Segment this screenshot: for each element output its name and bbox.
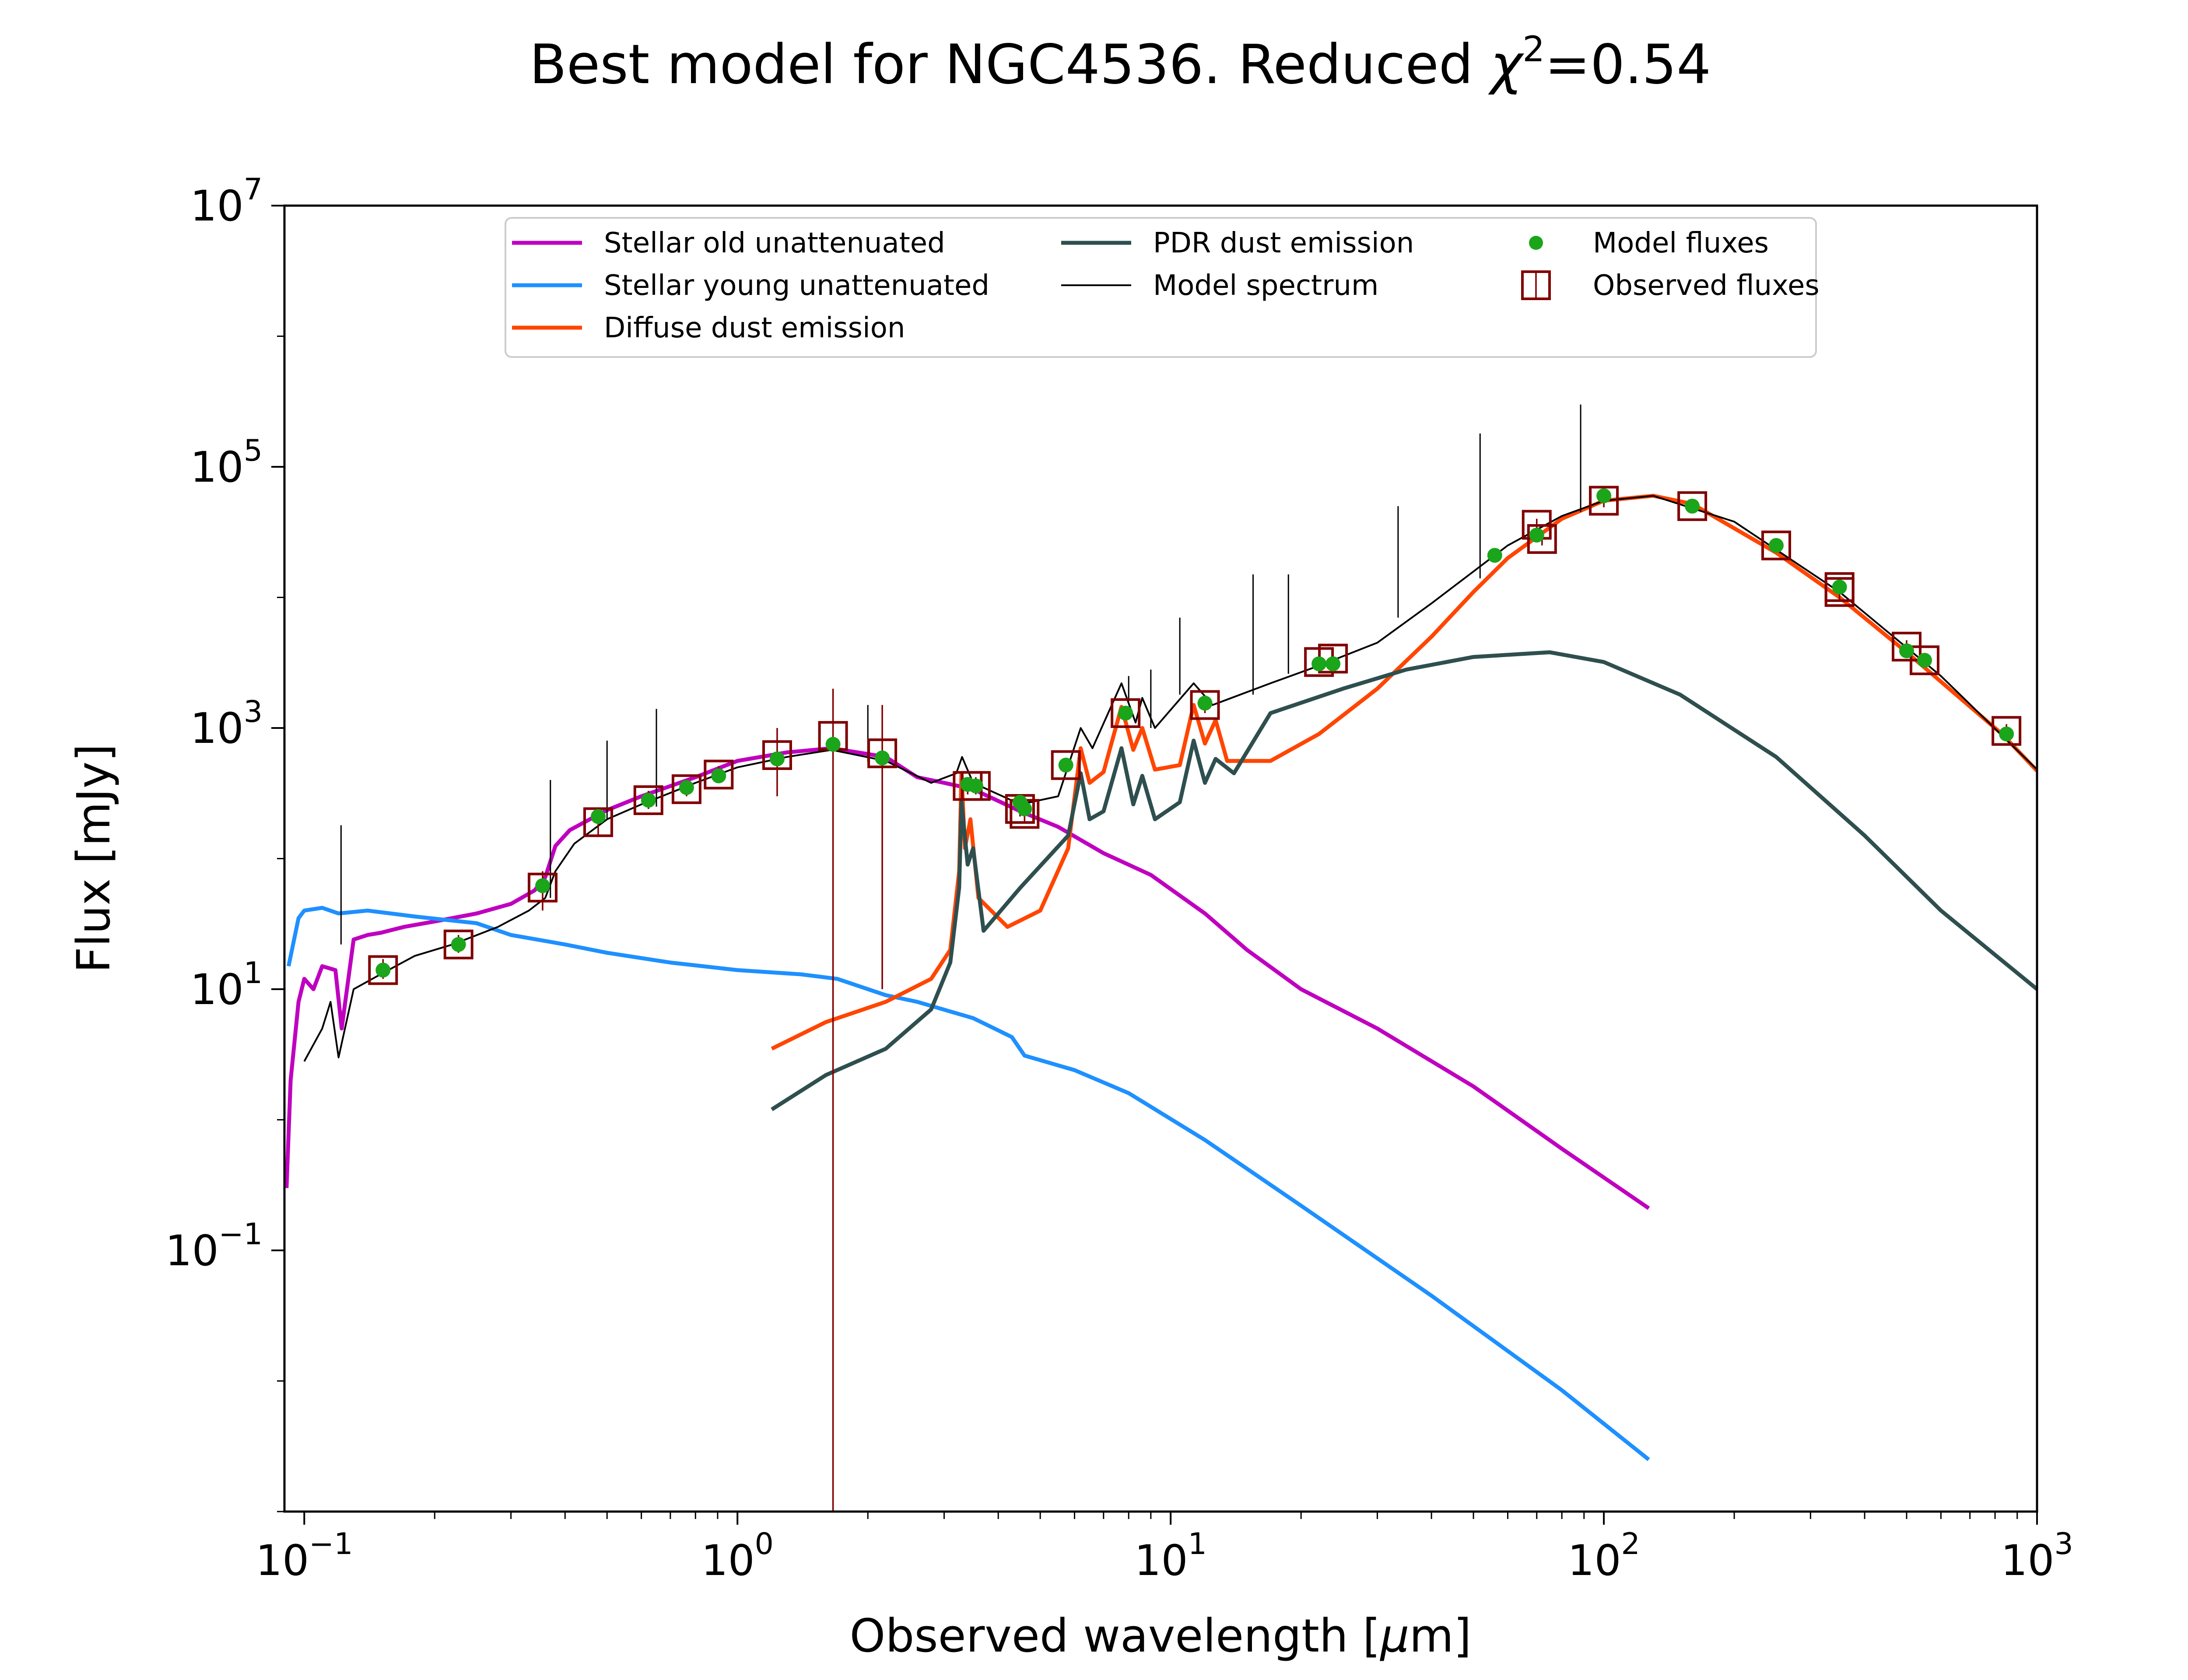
model-flux-point <box>769 751 785 766</box>
y-tick-label: 101 <box>190 956 263 1014</box>
legend-item-model-fluxes: Model fluxes <box>1529 227 1769 259</box>
x-tick-label: 101 <box>1134 1527 1206 1585</box>
y-tick-label: 10−1 <box>165 1217 263 1275</box>
observed-flux-point <box>1589 486 1619 516</box>
x-tick-label: 10−1 <box>256 1527 353 1585</box>
observed-flux-point <box>1824 577 1855 607</box>
legend-label: Model spectrum <box>1153 270 1378 302</box>
legend-box <box>505 217 1817 358</box>
x-axis-label-symbol: μ <box>1379 1609 1409 1662</box>
legend: Stellar old unattenuated Stellar young un… <box>505 217 1820 358</box>
observed-flux-point <box>1909 645 1939 676</box>
y-tick-label: 103 <box>190 695 263 753</box>
model-flux-point <box>1197 696 1213 711</box>
legend-label: Stellar old unattenuated <box>604 227 945 259</box>
legend-item-diffuse-dust-emission: Diffuse dust emission <box>512 312 905 344</box>
legend-swatch <box>1521 270 1551 300</box>
observed-flux-point <box>1051 750 1081 780</box>
observed-flux-point <box>704 760 734 790</box>
y-tick-label: 105 <box>190 434 263 492</box>
observed-flux-point <box>1992 716 2022 746</box>
chart-title: Best model for NGC4536. Reduced χ2=0.54 <box>529 29 1711 96</box>
x-tick-label: 103 <box>2001 1527 2073 1585</box>
observed-flux-point <box>443 929 473 959</box>
model-flux-point <box>825 737 841 752</box>
observed-flux-point <box>583 807 613 837</box>
model-flux-point <box>1058 757 1073 773</box>
legend-item-stellar-young-unattenuated: Stellar young unattenuated <box>512 270 989 302</box>
observed-flux-point <box>633 785 663 816</box>
y-tick-label: 107 <box>190 172 263 231</box>
x-axis-label: Observed wavelength [μm] <box>850 1609 1472 1662</box>
observed-flux-point <box>1677 491 1708 521</box>
y-axis-label: Flux [mJy] <box>67 744 120 973</box>
model-flux-point <box>1999 726 2014 742</box>
legend-label: Model fluxes <box>1593 227 1769 259</box>
model-flux-point <box>375 962 391 978</box>
model-flux-point <box>1529 528 1544 543</box>
legend-label: Stellar young unattenuated <box>604 270 989 302</box>
legend-swatch <box>1529 236 1543 250</box>
legend-label: Diffuse dust emission <box>604 312 905 344</box>
legend-item-pdr-dust-emission: PDR dust emission <box>1061 227 1414 259</box>
observed-flux-point <box>671 774 701 804</box>
observed-flux-point <box>527 872 558 903</box>
observed-flux-point <box>1527 524 1557 554</box>
model-flux-point <box>1769 538 1784 553</box>
model-flux-point <box>1017 802 1032 817</box>
observed-flux-point <box>1111 698 1141 728</box>
model-flux-point <box>590 809 606 824</box>
series-line-pdr-dust-emission <box>771 650 2037 1111</box>
observed-flux-point <box>867 738 898 768</box>
legend-item-stellar-old-unattenuated: Stellar old unattenuated <box>512 227 945 259</box>
model-flux-point <box>1832 579 1847 595</box>
chart-title-superscript: 2 <box>1522 29 1545 70</box>
model-flux-point <box>679 780 694 795</box>
x-tick-label: 100 <box>701 1527 774 1585</box>
x-tick-label: 102 <box>1567 1527 1640 1585</box>
legend-item-observed-fluxes: Observed fluxes <box>1521 270 1820 302</box>
observed-flux-point <box>762 740 792 770</box>
x-axis-label-suffix: m] <box>1410 1609 1472 1662</box>
legend-label: PDR dust emission <box>1153 227 1414 259</box>
series-line-stellar-young-unattenuated <box>286 906 1650 1461</box>
model-flux-point <box>641 793 656 808</box>
series-line-model-spectrum <box>303 495 2037 1062</box>
model-flux-point <box>535 878 550 893</box>
observed-flux-point <box>1761 530 1792 560</box>
plot-area <box>284 404 2037 1512</box>
legend-label: Observed fluxes <box>1593 270 1820 302</box>
observed-flux-point <box>1190 690 1220 720</box>
model-flux-point <box>1311 656 1327 672</box>
chart-title-symbol: χ <box>1488 33 1525 96</box>
model-flux-point <box>1118 705 1133 721</box>
chart-title-suffix: =0.54 <box>1545 33 1711 96</box>
model-flux-point <box>1596 488 1612 504</box>
model-flux-point <box>1685 498 1700 514</box>
model-flux-point <box>1899 643 1914 658</box>
model-flux-point <box>451 937 466 952</box>
observed-flux-point <box>368 955 398 985</box>
x-axis-label-prefix: Observed wavelength [ <box>850 1609 1381 1662</box>
model-flux-point <box>968 778 983 794</box>
axis-ticks: 10−1 100 101 102 103 10−1 101 103 105 107 <box>165 172 2073 1585</box>
model-flux-point <box>1917 653 1932 668</box>
model-flux-point <box>1487 548 1502 563</box>
chart-title-prefix: Best model for NGC4536. Reduced <box>529 33 1490 96</box>
model-flux-point <box>1325 656 1341 672</box>
model-flux-point <box>711 768 726 784</box>
legend-item-model-spectrum: Model spectrum <box>1061 270 1378 302</box>
model-flux-point <box>875 750 890 766</box>
